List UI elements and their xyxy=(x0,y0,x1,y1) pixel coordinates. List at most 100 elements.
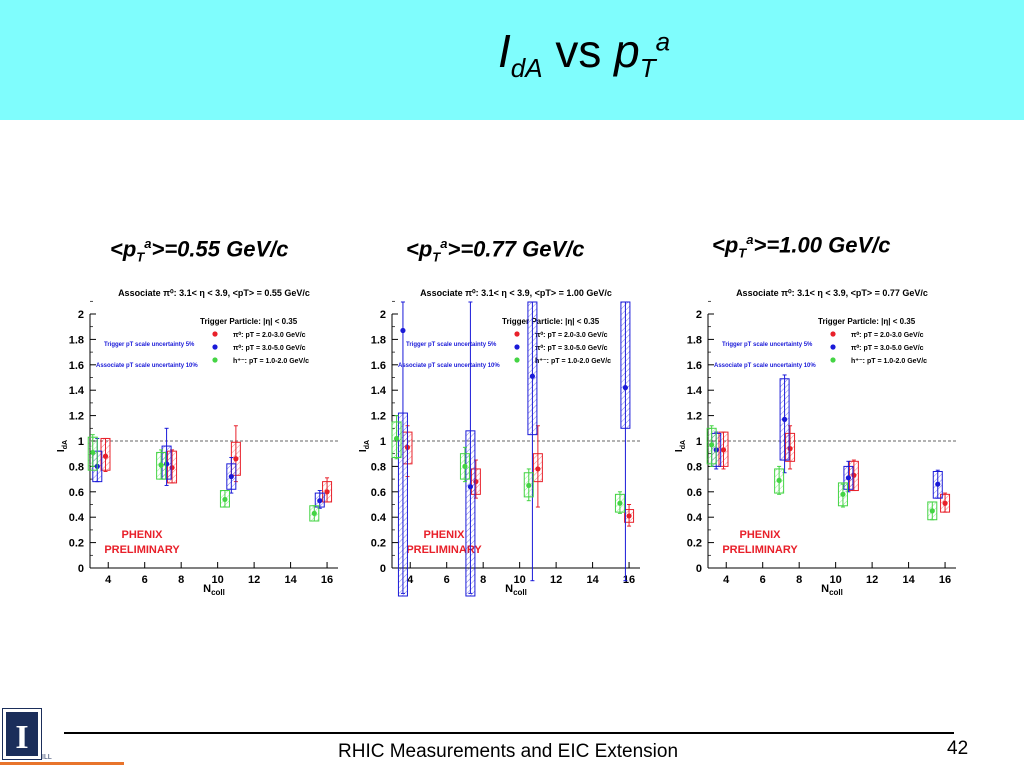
y-tick-label: 0.8 xyxy=(69,461,84,473)
data-point xyxy=(102,453,109,459)
x-tick-label: 10 xyxy=(830,574,842,586)
y-tick-label: 0.2 xyxy=(69,538,84,550)
y-tick-label: 1 xyxy=(78,436,84,448)
x-tick-label: 8 xyxy=(480,574,486,586)
pt-label-2: <pTa>=0.77 GeV/c xyxy=(406,236,585,265)
scale-note: Trigger pT scale uncertainty 5% xyxy=(104,342,195,348)
x-tick-label: 16 xyxy=(623,574,635,586)
y-tick-label: 0 xyxy=(380,563,386,575)
scale-note: Associate pT scale uncertainty 10% xyxy=(96,363,198,369)
y-tick-label: 0.4 xyxy=(687,512,703,524)
legend-entry: h⁺⁻: pT = 1.0-2.0 GeV/c xyxy=(233,358,309,365)
pt-label-3: <pTa>=1.00 GeV/c xyxy=(712,232,891,261)
footer-divider xyxy=(64,732,954,734)
x-tick-label: 10 xyxy=(514,574,526,586)
logo-caption: ILL xyxy=(42,754,52,761)
data-point xyxy=(942,500,948,506)
plot-svg-1: Associate π⁰: 3.1< η < 3.9, <pT> = 0.55 … xyxy=(56,288,338,597)
y-tick-label: 1.4 xyxy=(687,385,703,397)
data-point xyxy=(776,477,782,483)
legend-entry: π⁰: pT = 2.0-3.0 GeV/c xyxy=(535,331,608,339)
legend-marker xyxy=(212,344,218,350)
y-tick-label: 1 xyxy=(696,436,702,448)
x-tick-label: 16 xyxy=(939,574,951,586)
legend-entry: π⁰: pT = 2.0-3.0 GeV/c xyxy=(233,331,306,339)
y-tick-label: 0 xyxy=(696,563,702,575)
legend-marker xyxy=(830,357,836,363)
scale-note: Associate pT scale uncertainty 10% xyxy=(398,363,500,369)
plot-panel-1: Associate π⁰: 3.1< η < 3.9, <pT> = 0.55 … xyxy=(50,278,360,600)
x-tick-label: 12 xyxy=(248,574,260,586)
y-tick-label: 1.6 xyxy=(371,360,386,372)
x-tick-label: 12 xyxy=(550,574,562,586)
legend-entry: h⁺⁻: pT = 1.0-2.0 GeV/c xyxy=(535,358,611,365)
data-point xyxy=(929,508,935,514)
y-axis-title: IdA xyxy=(358,440,371,452)
panel-title: Associate π⁰: 3.1< η < 3.9, <pT> = 0.77 … xyxy=(736,288,928,298)
x-tick-label: 6 xyxy=(760,574,766,586)
y-tick-label: 2 xyxy=(696,309,702,321)
y-tick-label: 1.8 xyxy=(371,334,386,346)
watermark-phenix: PHENIX xyxy=(740,529,782,541)
legend-marker xyxy=(514,357,520,363)
scale-note: Trigger pT scale uncertainty 5% xyxy=(722,342,813,348)
legend-marker xyxy=(212,357,218,363)
legend-title: Trigger Particle: |η| < 0.35 xyxy=(502,317,600,326)
y-axis-title: IdA xyxy=(674,440,687,452)
data-point xyxy=(400,327,406,334)
y-tick-label: 1.2 xyxy=(687,411,702,423)
footer-title: RHIC Measurements and EIC Extension xyxy=(338,741,679,762)
y-tick-label: 1 xyxy=(380,436,386,448)
y-tick-label: 1.2 xyxy=(371,411,386,423)
data-point xyxy=(233,456,239,462)
y-axis-title: IdA xyxy=(56,440,69,452)
x-tick-label: 4 xyxy=(105,574,112,586)
x-tick-label: 6 xyxy=(142,574,148,586)
y-tick-label: 0.6 xyxy=(69,487,84,499)
data-point xyxy=(626,513,632,519)
legend-marker xyxy=(830,344,836,350)
y-tick-label: 0 xyxy=(78,563,84,575)
logo-underline xyxy=(0,762,124,765)
university-logo: I xyxy=(1,707,43,761)
page-number: 42 xyxy=(947,738,969,759)
panel-title: Associate π⁰: 3.1< η < 3.9, <pT> = 1.00 … xyxy=(420,288,612,298)
plot-svg-2: Associate π⁰: 3.1< η < 3.9, <pT> = 1.00 … xyxy=(358,288,640,597)
data-point xyxy=(90,449,96,456)
data-point xyxy=(535,466,541,472)
x-tick-label: 16 xyxy=(321,574,333,586)
data-point xyxy=(935,481,941,487)
y-tick-label: 1.8 xyxy=(69,334,84,346)
y-tick-label: 0.8 xyxy=(371,461,386,473)
y-tick-label: 0.4 xyxy=(371,512,387,524)
slide-title: IdA vs pTa xyxy=(498,25,671,84)
x-tick-label: 4 xyxy=(407,574,414,586)
legend-entry: π⁰: pT = 2.0-3.0 GeV/c xyxy=(851,331,924,339)
data-point xyxy=(317,498,323,504)
x-tick-label: 8 xyxy=(796,574,802,586)
slide-header xyxy=(0,0,1024,120)
data-point xyxy=(622,385,629,391)
y-tick-label: 0.6 xyxy=(687,487,702,499)
y-tick-label: 1.8 xyxy=(687,334,702,346)
legend-marker xyxy=(212,331,218,337)
panel-title: Associate π⁰: 3.1< η < 3.9, <pT> = 0.55 … xyxy=(118,288,310,298)
y-tick-label: 0.2 xyxy=(687,538,702,550)
watermark-preliminary: PRELIMINARY xyxy=(104,544,180,556)
data-point xyxy=(228,473,234,480)
data-point xyxy=(393,435,400,442)
legend-marker xyxy=(514,331,520,337)
plot-svg-3: Associate π⁰: 3.1< η < 3.9, <pT> = 0.77 … xyxy=(674,288,956,597)
x-tick-label: 12 xyxy=(866,574,878,586)
svg-text:I: I xyxy=(15,719,28,756)
data-point xyxy=(720,447,727,453)
plot-panel-3: Associate π⁰: 3.1< η < 3.9, <pT> = 0.77 … xyxy=(668,278,978,600)
data-point xyxy=(324,489,330,495)
scale-note: Trigger pT scale uncertainty 5% xyxy=(406,342,497,348)
x-tick-label: 4 xyxy=(723,574,730,586)
data-point xyxy=(617,500,623,506)
y-tick-label: 1.6 xyxy=(69,360,84,372)
x-tick-label: 6 xyxy=(444,574,450,586)
x-tick-label: 8 xyxy=(178,574,184,586)
data-point xyxy=(529,373,536,379)
